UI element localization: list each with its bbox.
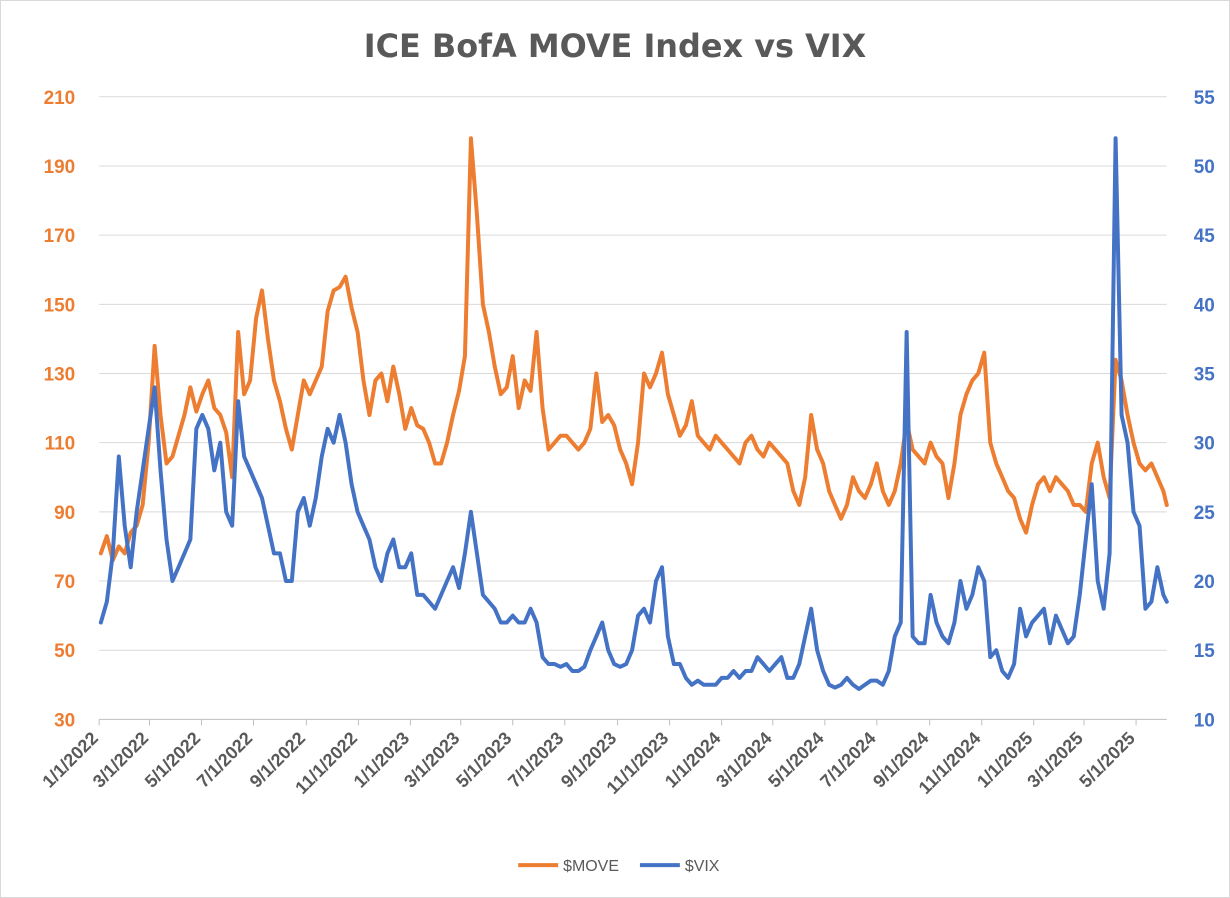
y-left-tick-label: 150: [44, 295, 76, 316]
legend-label-vix: $VIX: [685, 858, 720, 875]
y-right-tick-label: 35: [1194, 364, 1215, 385]
chart-title: ICE BofA MOVE Index vs VIX: [364, 27, 867, 65]
x-axis-tick-labels: 1/1/20223/1/20225/1/20227/1/20229/1/2022…: [38, 719, 1139, 798]
x-tick-label: 5/1/2024: [764, 728, 828, 792]
y-right-tick-label: 15: [1194, 641, 1215, 662]
x-tick-label: 5/1/2023: [452, 728, 516, 792]
legend: $MOVE $VIX: [518, 858, 720, 875]
x-tick-label: 5/1/2025: [1075, 728, 1139, 792]
y-right-tick-label: 30: [1194, 434, 1215, 455]
x-tick-label: 3/1/2024: [712, 728, 776, 792]
x-tick-label: 7/1/2024: [816, 728, 880, 792]
y-left-tick-label: 170: [44, 226, 76, 247]
y-left-tick-label: 90: [54, 503, 75, 524]
y-left-tick-label: 110: [45, 434, 76, 455]
left-axis-tick-labels: 210 190 170 150 130 110 90 70 50 30: [44, 88, 76, 732]
y-left-tick-label: 70: [54, 572, 75, 593]
y-right-tick-label: 55: [1194, 88, 1215, 109]
x-tick-label: 1/1/2024: [661, 728, 725, 792]
y-right-tick-label: 45: [1194, 226, 1215, 247]
y-left-tick-label: 50: [54, 641, 75, 662]
y-right-tick-label: 40: [1194, 295, 1215, 316]
gridlines: [99, 96, 1167, 651]
x-tick-label: 7/1/2022: [193, 728, 257, 792]
series-line-move: [98, 136, 1169, 563]
y-left-tick-label: 130: [44, 364, 76, 385]
series-layer: [98, 136, 1169, 691]
x-tick-label: 3/1/2023: [400, 728, 464, 792]
y-left-tick-label: 30: [54, 710, 75, 731]
y-right-tick-label: 50: [1194, 157, 1215, 178]
x-tick-label: 5/1/2022: [141, 728, 205, 792]
y-right-tick-label: 20: [1194, 572, 1215, 593]
y-right-tick-label: 25: [1194, 503, 1215, 524]
y-left-tick-label: 190: [44, 157, 76, 178]
series-line-vix: [98, 136, 1169, 691]
y-left-tick-label: 210: [44, 88, 76, 109]
right-axis-tick-labels: 55 50 45 40 35 30 25 20 15 10: [1194, 88, 1215, 732]
x-tick-label: 3/1/2022: [89, 728, 153, 792]
x-tick-label: 3/1/2025: [1023, 728, 1087, 792]
legend-label-move: $MOVE: [563, 858, 619, 875]
x-tick-label: 7/1/2023: [504, 728, 568, 792]
y-right-tick-label: 10: [1194, 710, 1215, 731]
